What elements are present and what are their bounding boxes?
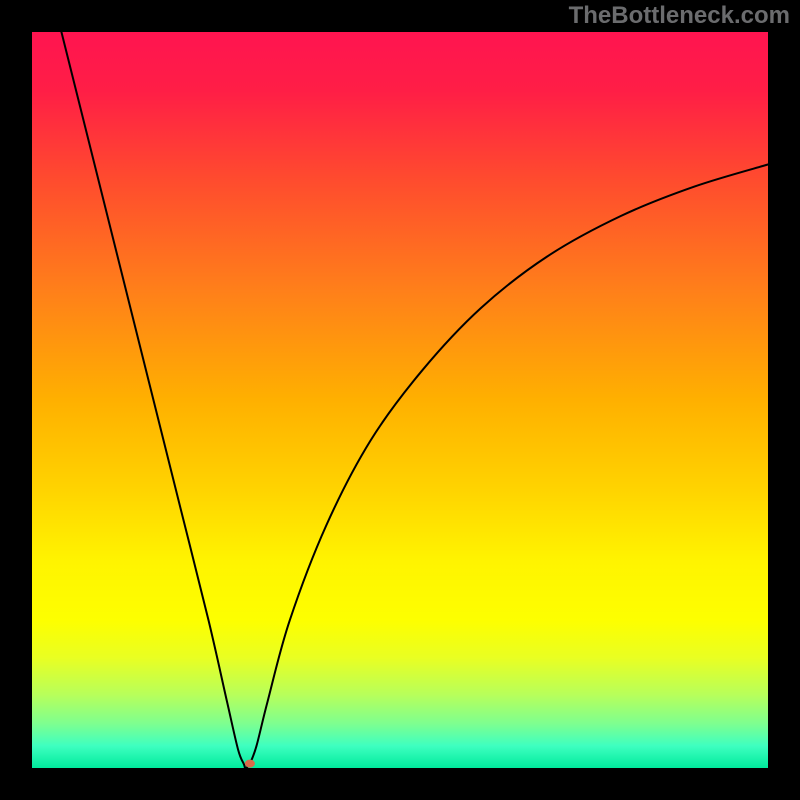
minimum-marker-icon — [245, 760, 255, 768]
plot-svg — [32, 32, 768, 768]
watermark-text: TheBottleneck.com — [569, 2, 790, 30]
plot-background — [32, 32, 768, 768]
chart-frame: TheBottleneck.com — [0, 0, 800, 800]
plot-area — [32, 32, 768, 768]
